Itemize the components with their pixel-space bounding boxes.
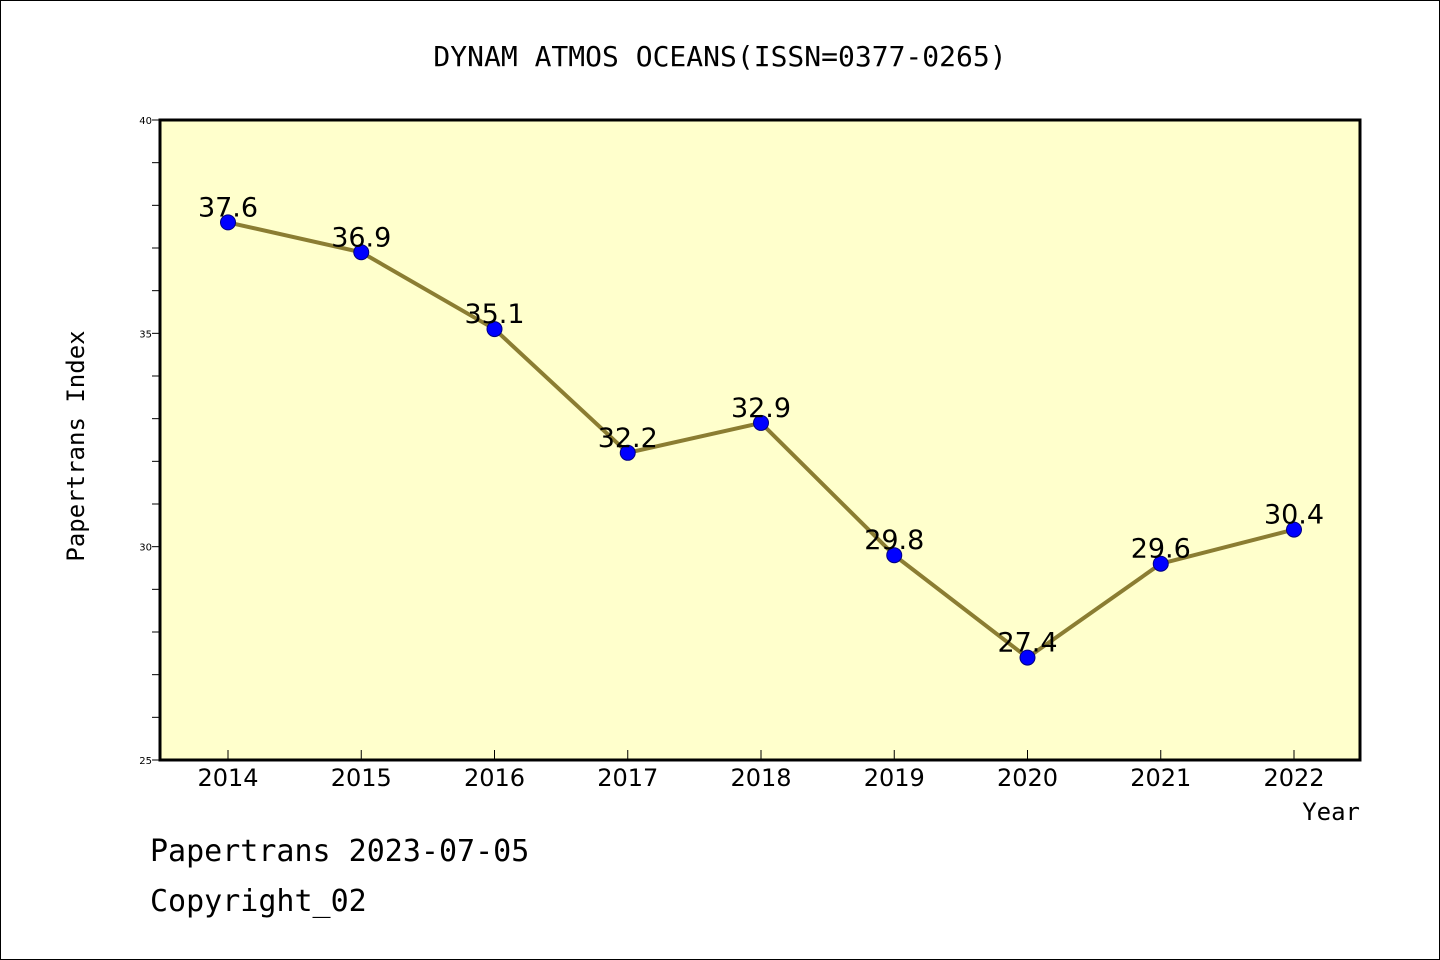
data-label: 29.8 [864, 525, 924, 556]
data-label: 37.6 [198, 192, 258, 223]
x-tick-label: 2022 [1263, 764, 1324, 792]
y-tick-label: 25 [139, 756, 152, 767]
x-tick-label: 2015 [331, 764, 392, 792]
data-point [220, 214, 236, 231]
x-tick-label: 2016 [464, 764, 525, 792]
data-points [220, 214, 1302, 666]
data-point [753, 414, 769, 431]
data-label: 32.9 [731, 393, 791, 424]
data-point [1152, 555, 1169, 572]
data-labels: 37.6 36.9 35.1 32.2 32.9 29.8 27.4 29.6 30.4 [198, 192, 1324, 658]
x-tick-label: 2020 [997, 764, 1058, 792]
y-axis-label: Papertrans Index [62, 330, 90, 561]
data-point [619, 444, 636, 461]
x-tick-label: 2017 [597, 764, 658, 792]
data-label: 30.4 [1264, 500, 1324, 531]
x-axis-label: Year [1302, 798, 1360, 826]
x-axis: 2014 2015 2016 2017 2018 2019 2020 2021 2022 [197, 750, 1325, 792]
data-label: 27.4 [997, 628, 1057, 659]
x-tick-label: 2018 [730, 764, 791, 792]
x-tick-label: 2014 [197, 764, 258, 792]
y-tick-label: 35 [139, 329, 152, 340]
data-label: 29.6 [1131, 534, 1191, 565]
y-axis: 25 30 35 40 [139, 116, 160, 767]
data-label: 32.2 [598, 423, 658, 454]
data-label: 36.9 [331, 222, 391, 253]
x-tick-label: 2019 [864, 764, 925, 792]
data-point [1286, 521, 1302, 538]
data-point [353, 244, 370, 261]
y-tick-label: 30 [139, 543, 152, 554]
x-tick-label: 2021 [1130, 764, 1191, 792]
data-point [1019, 649, 1036, 666]
data-point [486, 321, 503, 338]
chart-title: DYNAM ATMOS OCEANS(ISSN=0377-0265) [433, 40, 1006, 73]
footer-copyright: Copyright_02 [150, 884, 367, 919]
data-point [886, 547, 903, 564]
plot-area [158, 118, 1362, 762]
data-label: 35.1 [464, 299, 524, 330]
footer-date: Papertrans 2023-07-05 [150, 834, 530, 869]
y-tick-label: 40 [139, 116, 152, 127]
